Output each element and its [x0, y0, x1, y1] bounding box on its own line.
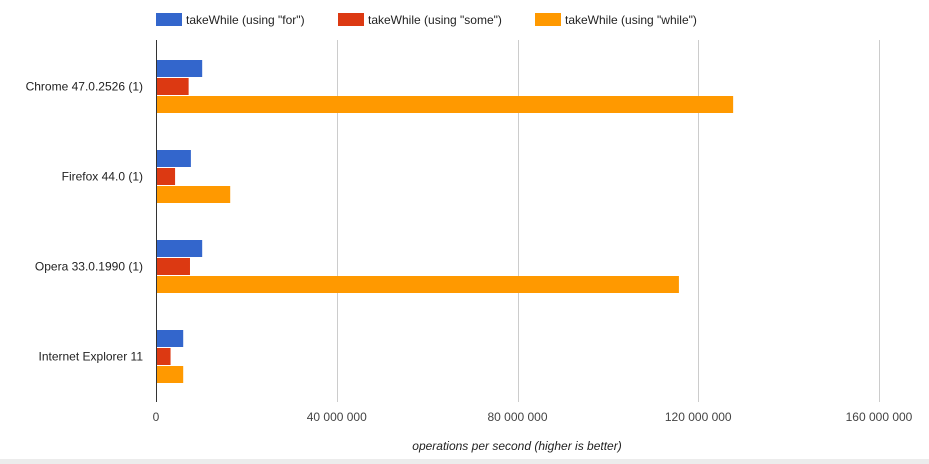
- bar: [157, 330, 184, 347]
- grid-lines: [337, 40, 880, 402]
- bar: [157, 240, 203, 257]
- legend-label: takeWhile (using "some"): [368, 13, 502, 27]
- x-tick-label: 80 000 000: [487, 410, 547, 424]
- category-label: Internet Explorer 11: [38, 350, 143, 364]
- bar: [157, 78, 189, 95]
- bar: [157, 348, 171, 365]
- bar: [157, 258, 190, 275]
- legend-swatch: [535, 13, 561, 26]
- x-axis-title: operations per second (higher is better): [412, 439, 621, 453]
- bottom-divider: [0, 459, 929, 464]
- bar: [157, 150, 191, 167]
- bar: [157, 168, 176, 185]
- x-tick-label: 40 000 000: [307, 410, 367, 424]
- x-tick-label: 0: [153, 410, 160, 424]
- bar: [157, 366, 184, 383]
- x-tick-label: 160 000 000: [846, 410, 913, 424]
- bar: [157, 96, 734, 113]
- legend-label: takeWhile (using "for"): [186, 13, 305, 27]
- axes: 0 40 000 000 80 000 000 120 000 000 160 000 …: [26, 40, 913, 424]
- bar: [157, 60, 203, 77]
- category-label: Opera 33.0.1990 (1): [35, 260, 143, 274]
- bar: [157, 276, 679, 293]
- legend: takeWhile (using "for") takeWhile (using …: [156, 13, 697, 27]
- legend-label: takeWhile (using "while"): [565, 13, 697, 27]
- x-tick-label: 120 000 000: [665, 410, 732, 424]
- bar: [157, 186, 231, 203]
- legend-swatch: [338, 13, 364, 26]
- category-label: Chrome 47.0.2526 (1): [26, 80, 143, 94]
- category-label: Firefox 44.0 (1): [62, 170, 143, 184]
- legend-swatch: [156, 13, 182, 26]
- bars: [157, 60, 734, 383]
